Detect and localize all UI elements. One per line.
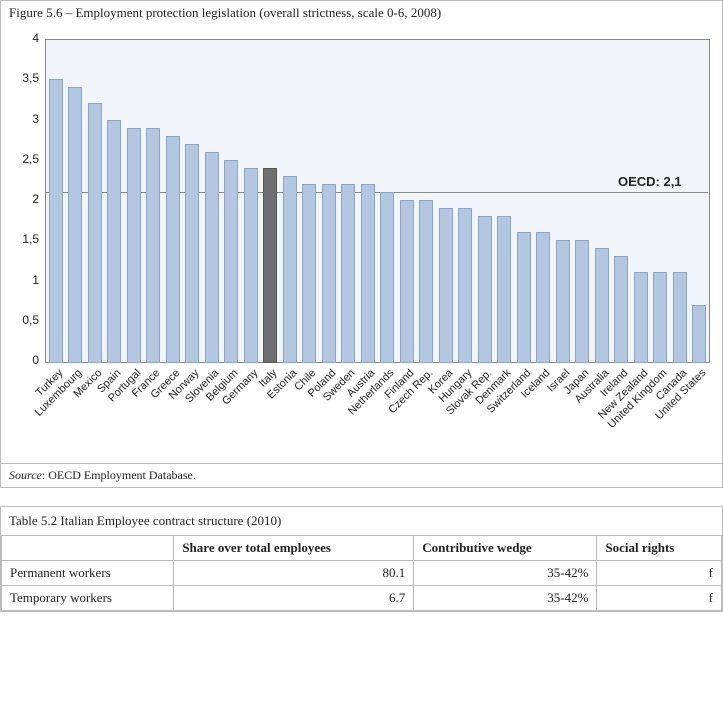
bar — [400, 200, 414, 363]
data-table: Share over total employeesContributive w… — [1, 535, 722, 611]
bar-chart: 00,511,522,533,54OECD: 2,1TurkeyLuxembou… — [7, 31, 714, 461]
bar — [341, 184, 355, 363]
bar — [673, 272, 687, 363]
figure-caption: Figure 5.6 – Employment protection legis… — [9, 5, 714, 21]
table-cell: f — [597, 586, 722, 611]
y-tick-label: 2,5 — [7, 152, 39, 166]
table-container: Table 5.2 Italian Employee contract stru… — [0, 506, 723, 612]
table-title: Table 5.2 Italian Employee contract stru… — [1, 507, 722, 535]
bar — [575, 240, 589, 363]
bar — [361, 184, 375, 363]
figure-source-text: : OECD Employment Database. — [42, 468, 196, 482]
bar — [458, 208, 472, 363]
y-tick-label: 4 — [7, 31, 39, 45]
bar — [49, 79, 63, 363]
y-tick-label: 1,5 — [7, 232, 39, 246]
reference-line — [45, 192, 708, 193]
bar — [536, 232, 550, 363]
table-cell: f — [597, 561, 722, 586]
table-header-cell: Contributive wedge — [414, 536, 597, 561]
bar — [146, 128, 160, 363]
y-tick-label: 3,5 — [7, 71, 39, 85]
bar — [68, 87, 82, 363]
figure-source: Source: OECD Employment Database. — [9, 468, 714, 483]
y-tick-label: 1 — [7, 273, 39, 287]
bar — [692, 305, 706, 363]
bar — [263, 168, 277, 363]
bar — [302, 184, 316, 363]
reference-line-label: OECD: 2,1 — [618, 174, 682, 189]
y-tick-label: 2 — [7, 192, 39, 206]
table-cell: 35-42% — [414, 561, 597, 586]
table-header-cell — [2, 536, 174, 561]
table-row: Temporary workers6.735-42%f — [2, 586, 722, 611]
bar — [517, 232, 531, 363]
bar — [634, 272, 648, 363]
bar — [478, 216, 492, 363]
bar — [205, 152, 219, 363]
bar — [380, 192, 394, 363]
chart-container: 00,511,522,533,54OECD: 2,1TurkeyLuxembou… — [0, 25, 723, 464]
table-cell: 35-42% — [414, 586, 597, 611]
bar — [107, 120, 121, 364]
figure-caption-container: Figure 5.6 – Employment protection legis… — [0, 0, 723, 25]
figure-source-container: Source: OECD Employment Database. — [0, 464, 723, 488]
table-header-cell: Share over total employees — [174, 536, 414, 561]
bar — [244, 168, 258, 363]
bar — [88, 103, 102, 363]
figure-source-label: Source — [9, 468, 42, 482]
bar — [653, 272, 667, 363]
bar — [595, 248, 609, 363]
bar — [127, 128, 141, 363]
table-row: Permanent workers80.135-42%f — [2, 561, 722, 586]
bar — [497, 216, 511, 363]
table-cell: 80.1 — [174, 561, 414, 586]
bar — [419, 200, 433, 363]
y-tick-label: 0,5 — [7, 313, 39, 327]
y-tick-label: 0 — [7, 353, 39, 367]
bar — [614, 256, 628, 363]
bar — [166, 136, 180, 363]
table-cell: Permanent workers — [2, 561, 174, 586]
table-header-row: Share over total employeesContributive w… — [2, 536, 722, 561]
plot-area — [45, 39, 710, 363]
bar — [283, 176, 297, 363]
bar — [185, 144, 199, 363]
bar — [224, 160, 238, 363]
bar — [556, 240, 570, 363]
table-cell: Temporary workers — [2, 586, 174, 611]
y-tick-label: 3 — [7, 112, 39, 126]
bar — [439, 208, 453, 363]
table-header-cell: Social rights — [597, 536, 722, 561]
table-cell: 6.7 — [174, 586, 414, 611]
bar — [322, 184, 336, 363]
